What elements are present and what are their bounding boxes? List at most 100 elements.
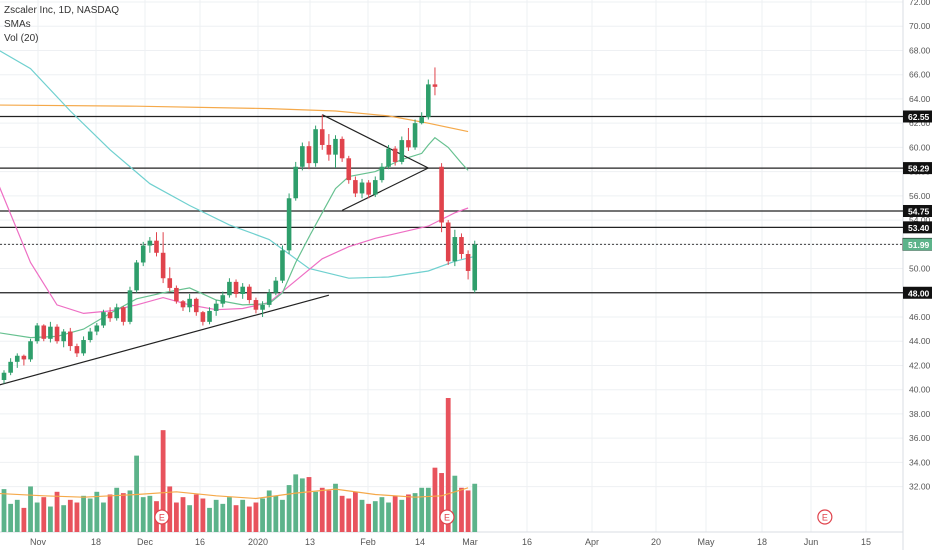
volume-bar: [352, 491, 358, 532]
candle-body: [392, 148, 398, 162]
candle-body: [140, 245, 146, 263]
y-tick-label: 40.00: [909, 385, 931, 395]
candle-body: [399, 140, 405, 162]
x-tick-label: 16: [522, 537, 532, 547]
volume-bar: [193, 494, 199, 532]
x-tick-label: 13: [305, 537, 315, 547]
volume-bar: [386, 502, 391, 532]
candle-body: [187, 298, 192, 308]
candle-body: [74, 346, 80, 354]
candle-body: [372, 180, 378, 195]
x-tick-label: Nov: [30, 537, 47, 547]
candle-body: [8, 361, 13, 373]
candle-body: [134, 262, 139, 291]
x-tick-label: 2020: [248, 537, 268, 547]
volume-bar: [101, 502, 106, 532]
candle-body: [167, 278, 173, 288]
volume-bar: [107, 494, 113, 532]
volume-bar: [379, 497, 385, 532]
volume-bar: [94, 491, 100, 532]
candle-body: [432, 84, 438, 87]
candle-body: [439, 166, 444, 223]
candle-body: [339, 138, 345, 159]
volume-bar: [28, 486, 33, 532]
y-tick-label: 56.00: [909, 191, 931, 201]
candle-body: [193, 298, 199, 313]
candle-body: [319, 129, 325, 145]
x-tick-label: 14: [415, 537, 425, 547]
volume-bar: [81, 495, 86, 532]
volume-bar: [187, 505, 193, 532]
candle-body: [213, 303, 219, 311]
price-tag: [903, 286, 932, 299]
earnings-label: E: [444, 513, 450, 523]
volume-bar: [406, 494, 411, 532]
volume-bar: [313, 491, 319, 532]
candle-body: [426, 84, 431, 118]
candle-body: [359, 182, 365, 194]
candle-body: [260, 304, 265, 310]
volume-bar: [412, 493, 418, 532]
candle-body: [353, 180, 358, 194]
candle-body: [61, 331, 66, 342]
candle-body: [273, 280, 279, 293]
volume-bar: [326, 490, 332, 532]
trendline: [0, 294, 330, 386]
candle-body: [28, 341, 33, 360]
y-tick-label: 64.00: [909, 94, 931, 104]
volume-bar: [220, 503, 226, 532]
candle-body: [306, 146, 312, 164]
y-tick-label: 36.00: [909, 433, 931, 443]
candle-body: [452, 237, 458, 262]
sma-line: [0, 104, 469, 133]
legend-volume: Vol (20): [4, 33, 39, 44]
volume-bar: [21, 507, 27, 532]
y-tick-label: 62.00: [909, 118, 931, 128]
x-tick-label: Mar: [462, 537, 478, 547]
sma-line: [0, 186, 469, 315]
volume-bar: [160, 430, 166, 532]
volume-bar: [207, 507, 212, 532]
earnings-label: E: [822, 513, 828, 523]
volume-bar: [472, 483, 478, 532]
candle-body: [147, 240, 153, 246]
volume-bar: [439, 473, 444, 532]
volume-bar: [253, 502, 259, 532]
volume-bar: [213, 499, 219, 532]
volume-bar: [1, 489, 7, 532]
x-tick-label: 20: [651, 537, 661, 547]
x-tick-label: 18: [757, 537, 767, 547]
volume-bar: [399, 499, 405, 532]
chart-legend: Zscaler Inc, 1D, NASDAQ SMAs Vol (20): [4, 4, 119, 46]
volume-bar: [48, 506, 53, 532]
candle-body: [247, 286, 252, 301]
candle-body: [114, 307, 120, 319]
volume-bar: [200, 498, 206, 532]
x-tick-label: Dec: [137, 537, 154, 547]
volume-bar: [87, 498, 93, 532]
volume-bar: [465, 490, 471, 532]
earnings-marker: [439, 509, 455, 525]
candle-body: [174, 287, 179, 302]
volume-bar: [432, 467, 438, 532]
price-tag: [903, 162, 932, 175]
candle-body: [253, 300, 259, 310]
price-tag: [903, 110, 932, 123]
y-tick-label: 60.00: [909, 142, 931, 152]
volume-bar: [41, 497, 47, 532]
volume-bar: [8, 503, 14, 532]
candle-body: [94, 325, 100, 332]
x-tick-label: 18: [91, 537, 101, 547]
candle-body: [21, 355, 27, 360]
volume-bar: [293, 474, 299, 532]
y-tick-label: 34.00: [909, 457, 931, 467]
volume-bar: [266, 490, 272, 532]
volume-bar: [333, 483, 338, 532]
trendline: [321, 114, 429, 169]
candle-body: [14, 355, 20, 362]
candle-body: [472, 244, 478, 291]
candle-body: [34, 325, 40, 342]
volume-bar: [286, 485, 292, 532]
